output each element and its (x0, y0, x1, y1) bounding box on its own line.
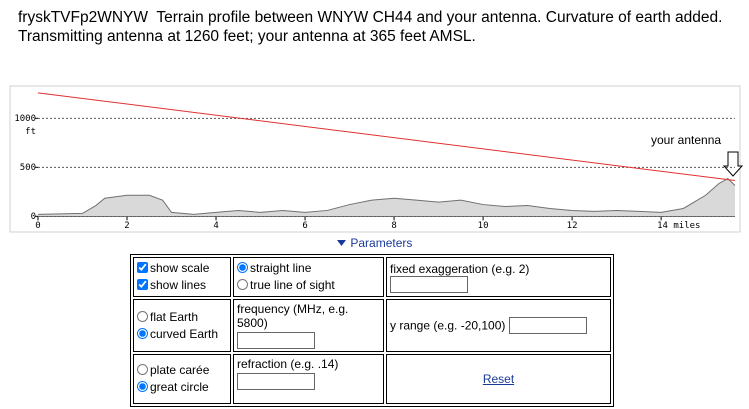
label: plate carée (150, 363, 210, 377)
label: y range (e.g. -20,100) (390, 318, 506, 333)
x-tick-label: 2 (124, 221, 129, 231)
terrain-chart: 0 500 1000 ft 0 2 4 6 8 10 12 14 miles your antenna (9, 85, 744, 233)
x-tick-label: 0 (35, 221, 40, 231)
option[interactable]: great circle (137, 379, 227, 396)
label: frequency (MHz, e.g. 5800) (237, 302, 349, 330)
antenna-arrow (722, 151, 744, 177)
cell: frequency (MHz, e.g. 5800) (233, 299, 384, 352)
label: great circle (150, 380, 209, 394)
label: show scale (150, 261, 210, 275)
text-input[interactable] (237, 332, 315, 349)
option[interactable]: flat Earth (137, 309, 227, 326)
parameters-link[interactable]: Parameters (350, 236, 413, 250)
x-tick-label: 6 (302, 221, 307, 231)
annotation: your antenna (651, 133, 721, 147)
option[interactable]: true line of sight (237, 277, 380, 294)
cell: show scale show lines (133, 257, 231, 297)
radio[interactable] (237, 262, 248, 273)
parameters-toggle: Parameters (337, 236, 412, 250)
y-tick-label: 0 (31, 212, 36, 222)
radio[interactable] (237, 279, 248, 290)
text-input[interactable] (237, 373, 315, 390)
cell: Reset (386, 354, 611, 404)
label: refraction (e.g. .14) (237, 357, 339, 371)
x-tick-label: 4 (213, 221, 218, 231)
label: straight line (250, 261, 312, 275)
x-tick-label: 12 (567, 221, 578, 231)
y-tick-label: 500 (20, 163, 36, 173)
option[interactable]: show scale (137, 260, 227, 277)
option[interactable]: plate carée (137, 362, 227, 379)
line-of-sight (37, 92, 736, 182)
y-unit: ft (25, 127, 36, 137)
text-input[interactable] (508, 317, 587, 334)
reset-link[interactable]: Reset (482, 372, 515, 386)
text-input[interactable] (390, 275, 468, 293)
cell: straight line true line of sight (233, 257, 384, 297)
cell: flat Earth curved Earth (133, 299, 231, 352)
terrain-profile (37, 177, 736, 215)
header-text: fryskTVFp2WNYW Terrain profile between W… (18, 9, 727, 45)
toggle-triangle (337, 240, 346, 246)
label: fixed exaggeration (e.g. 2) (390, 261, 530, 276)
option[interactable]: show lines (137, 277, 227, 294)
label: curved Earth (150, 326, 219, 341)
label: true line of sight (250, 278, 335, 292)
label: flat Earth (150, 309, 199, 324)
x-tick-label: 14 miles (657, 221, 700, 231)
option[interactable]: curved Earth (137, 326, 227, 343)
label: show lines (150, 278, 207, 292)
y-tick-label: 1000 (14, 114, 36, 124)
x-tick-label: 10 (478, 221, 489, 231)
x-tick-label: 8 (391, 221, 396, 231)
parameters-table: show scale show lines straight line true… (130, 254, 614, 407)
cell: y range (e.g. -20,100) (386, 299, 611, 352)
cell: refraction (e.g. .14) (233, 354, 384, 404)
option[interactable]: straight line (237, 260, 380, 277)
radio[interactable] (137, 364, 148, 375)
radio[interactable] (137, 381, 148, 392)
terrain-area (38, 178, 735, 217)
checkbox[interactable] (137, 262, 148, 273)
cell: fixed exaggeration (e.g. 2) (386, 257, 611, 297)
radio[interactable] (137, 327, 148, 339)
checkbox[interactable] (137, 279, 148, 290)
radio[interactable] (137, 310, 148, 322)
cell: plate carée great circle (133, 354, 231, 404)
